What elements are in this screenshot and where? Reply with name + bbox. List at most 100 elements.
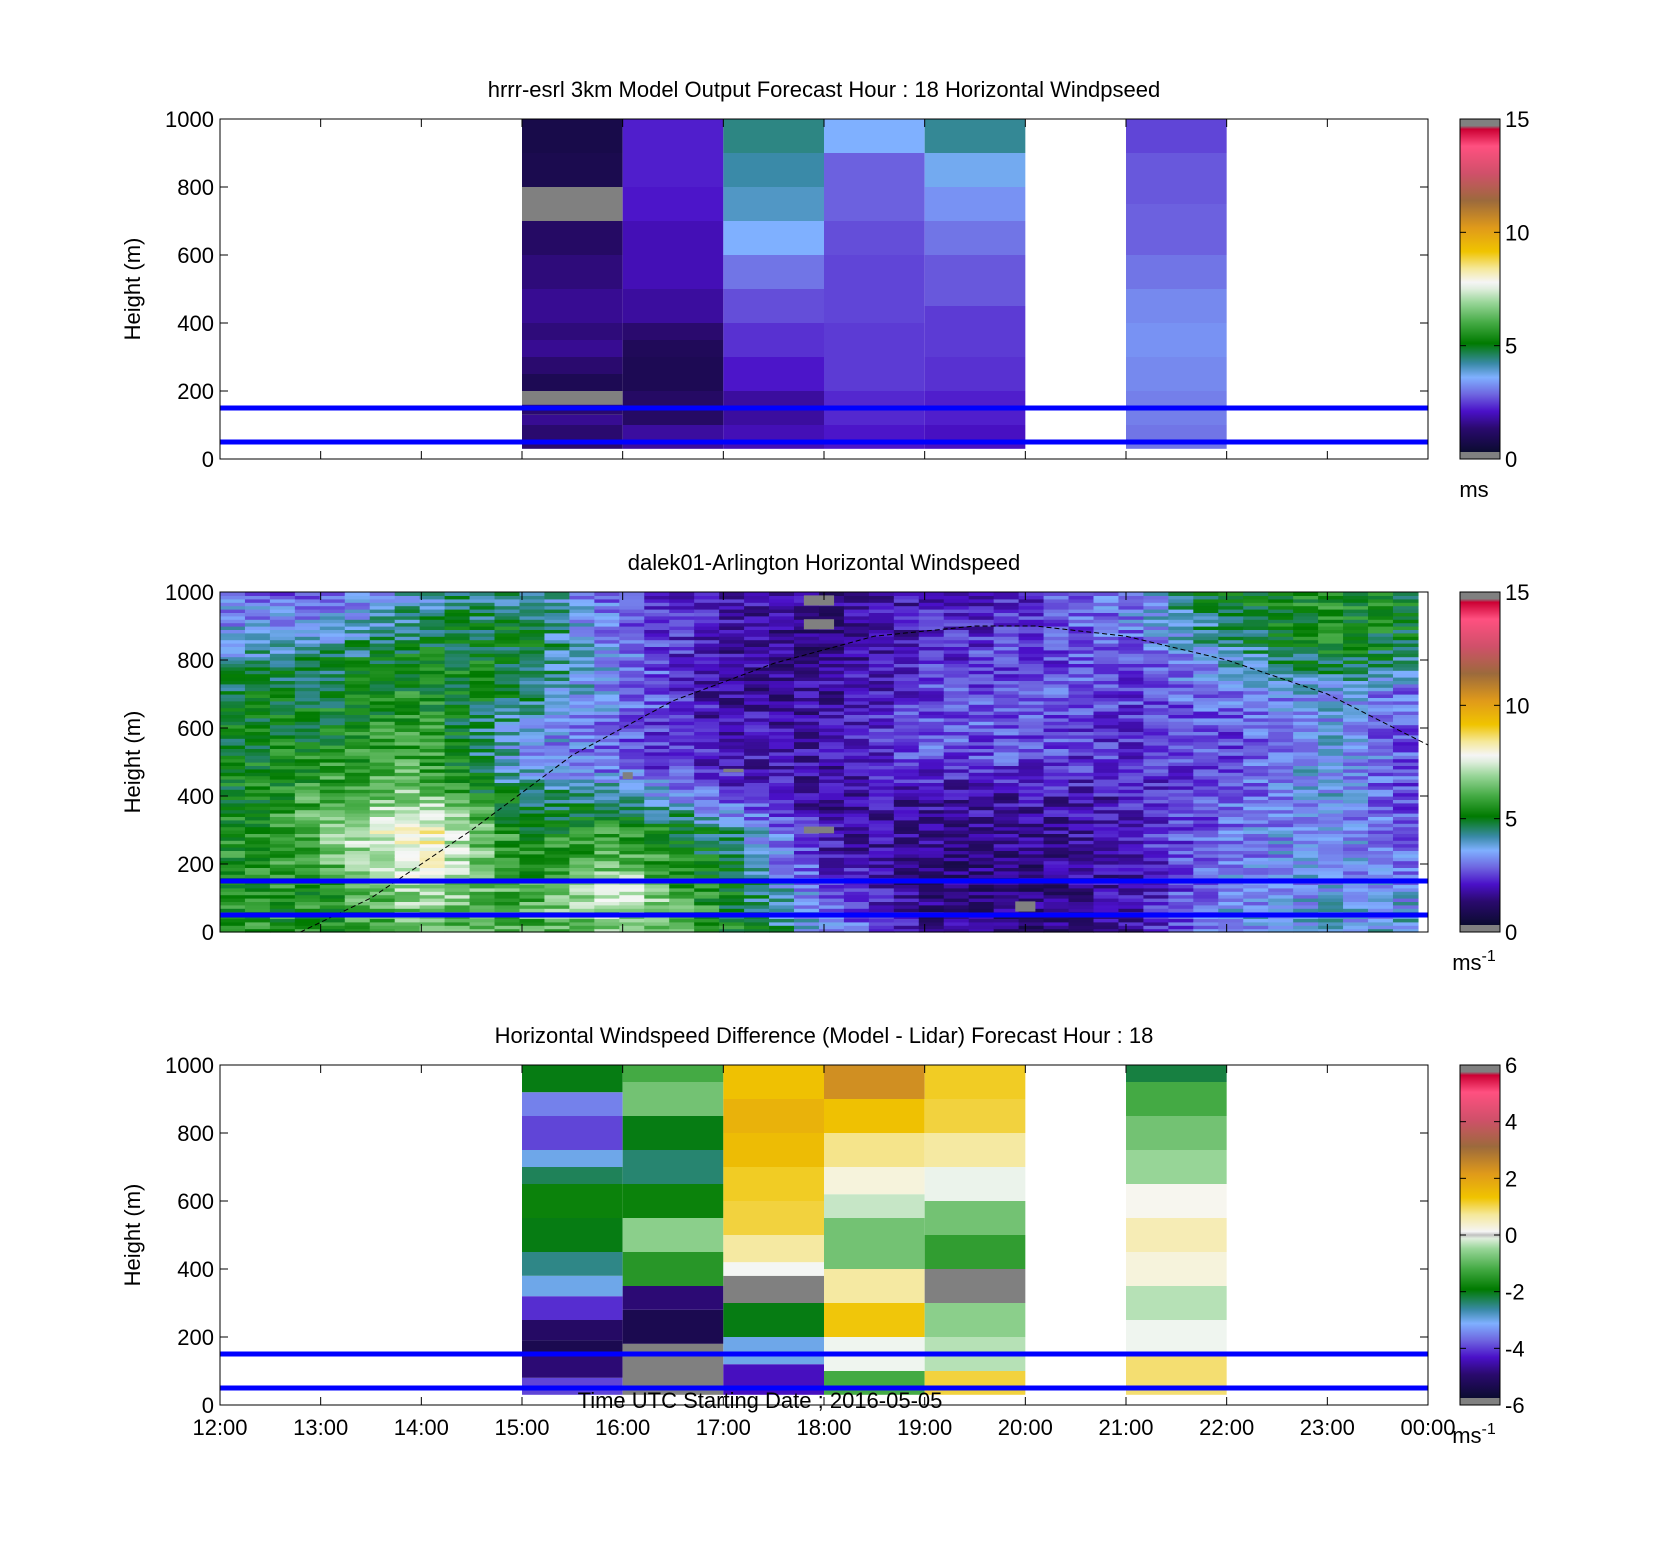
heatmap-cell (294, 836, 321, 841)
heatmap-cell (294, 666, 321, 671)
heatmap-cell (1392, 819, 1419, 824)
heatmap-cell (918, 751, 945, 756)
heatmap-cell (1143, 751, 1169, 756)
heatmap-cell (244, 677, 271, 681)
heatmap-cell (1343, 921, 1369, 926)
heatmap-cell (918, 626, 945, 630)
heatmap-cell (719, 615, 745, 620)
heatmap-cell (968, 775, 995, 780)
heatmap-cell (1143, 683, 1169, 688)
heatmap-cell (993, 785, 1020, 790)
heatmap-cell (1068, 745, 1095, 749)
heatmap-cell (868, 687, 895, 692)
heatmap-cell (843, 724, 870, 729)
heatmap-cell (868, 857, 895, 862)
heatmap-cell (694, 785, 720, 790)
heatmap-cell (694, 819, 720, 824)
heatmap-cell (794, 918, 820, 923)
heatmap-cell (220, 891, 246, 896)
heatmap-cell (469, 813, 496, 817)
heatmap-cell (1218, 925, 1244, 930)
heatmap-cell (1118, 867, 1145, 872)
heatmap-cell (1043, 680, 1070, 685)
heatmap-cell (669, 857, 695, 862)
heatmap-cell (1068, 639, 1095, 644)
heatmap-cell (868, 870, 895, 875)
heatmap-cell (1268, 663, 1294, 668)
heatmap-cell (769, 598, 795, 603)
heatmap-cell (644, 697, 670, 702)
heatmap-cell (769, 663, 795, 668)
heatmap-cell (244, 891, 271, 896)
heatmap-cell (794, 867, 820, 872)
heatmap-cell (868, 918, 895, 923)
heatmap-cell (1093, 782, 1120, 787)
heatmap-cell (1392, 751, 1419, 756)
heatmap-cell (918, 860, 945, 865)
heatmap-cell (1218, 884, 1244, 889)
heatmap-cell (1343, 901, 1369, 906)
heatmap-cell (1043, 819, 1070, 824)
heatmap-cell (868, 704, 895, 709)
heatmap-cell (893, 772, 920, 777)
heatmap-cell (220, 632, 246, 637)
heatmap-cell (669, 697, 695, 702)
heatmap-cell (1218, 629, 1244, 634)
heatmap-cell (519, 789, 546, 794)
heatmap-cell (1043, 605, 1070, 610)
heatmap-cell (1126, 323, 1227, 357)
heatmap-cell (469, 898, 496, 902)
heatmap-cell (868, 690, 895, 695)
heatmap-cell (369, 598, 396, 603)
heatmap-cell (868, 921, 895, 926)
heatmap-cell (769, 904, 795, 909)
heatmap-cell (1093, 663, 1120, 668)
heatmap-cell (1268, 734, 1294, 739)
heatmap-cell (943, 595, 970, 600)
heatmap-cell (220, 867, 246, 872)
heatmap-cell (993, 632, 1020, 637)
heatmap-cell (1293, 802, 1319, 807)
heatmap-cell (369, 762, 396, 766)
heatmap-cell (794, 779, 820, 783)
heatmap-cell (269, 785, 296, 790)
heatmap-cell (1343, 928, 1369, 933)
heatmap-cell (694, 860, 720, 865)
heatmap-cell (319, 724, 346, 729)
heatmap-cell (1368, 874, 1394, 879)
heatmap-cell (843, 779, 870, 783)
heatmap-cell (1143, 857, 1169, 862)
heatmap-cell (794, 772, 820, 777)
heatmap-cell (444, 894, 471, 899)
heatmap-cell (1368, 639, 1394, 644)
heatmap-cell (1193, 680, 1219, 685)
heatmap-cell (469, 833, 496, 838)
heatmap-cell (993, 826, 1020, 831)
heatmap-cell (943, 677, 970, 681)
heatmap-cell (843, 751, 870, 756)
heatmap-cell (794, 745, 820, 749)
heatmap-cell (943, 609, 970, 613)
heatmap-cell (993, 918, 1020, 923)
heatmap-cell (644, 636, 670, 641)
heatmap-cell (220, 833, 246, 838)
heatmap-cell (344, 833, 371, 838)
heatmap-cell (669, 656, 695, 661)
heatmap-cell (319, 646, 346, 651)
heatmap-cell (818, 833, 845, 838)
heatmap-cell (1068, 864, 1095, 868)
heatmap-cell (1268, 796, 1294, 800)
heatmap-cell (719, 751, 745, 756)
heatmap-cell (993, 615, 1020, 620)
heatmap-cell (1118, 816, 1145, 821)
heatmap-cell (619, 592, 645, 596)
heatmap-cell (344, 690, 371, 695)
heatmap-cell (769, 898, 795, 902)
heatmap-cell (1143, 626, 1169, 630)
heatmap-cell (1343, 758, 1369, 763)
heatmap-cell (943, 724, 970, 729)
heatmap-cell (893, 592, 920, 596)
heatmap-cell (744, 792, 770, 797)
heatmap-cell (244, 755, 271, 760)
heatmap-cell (1392, 666, 1419, 671)
